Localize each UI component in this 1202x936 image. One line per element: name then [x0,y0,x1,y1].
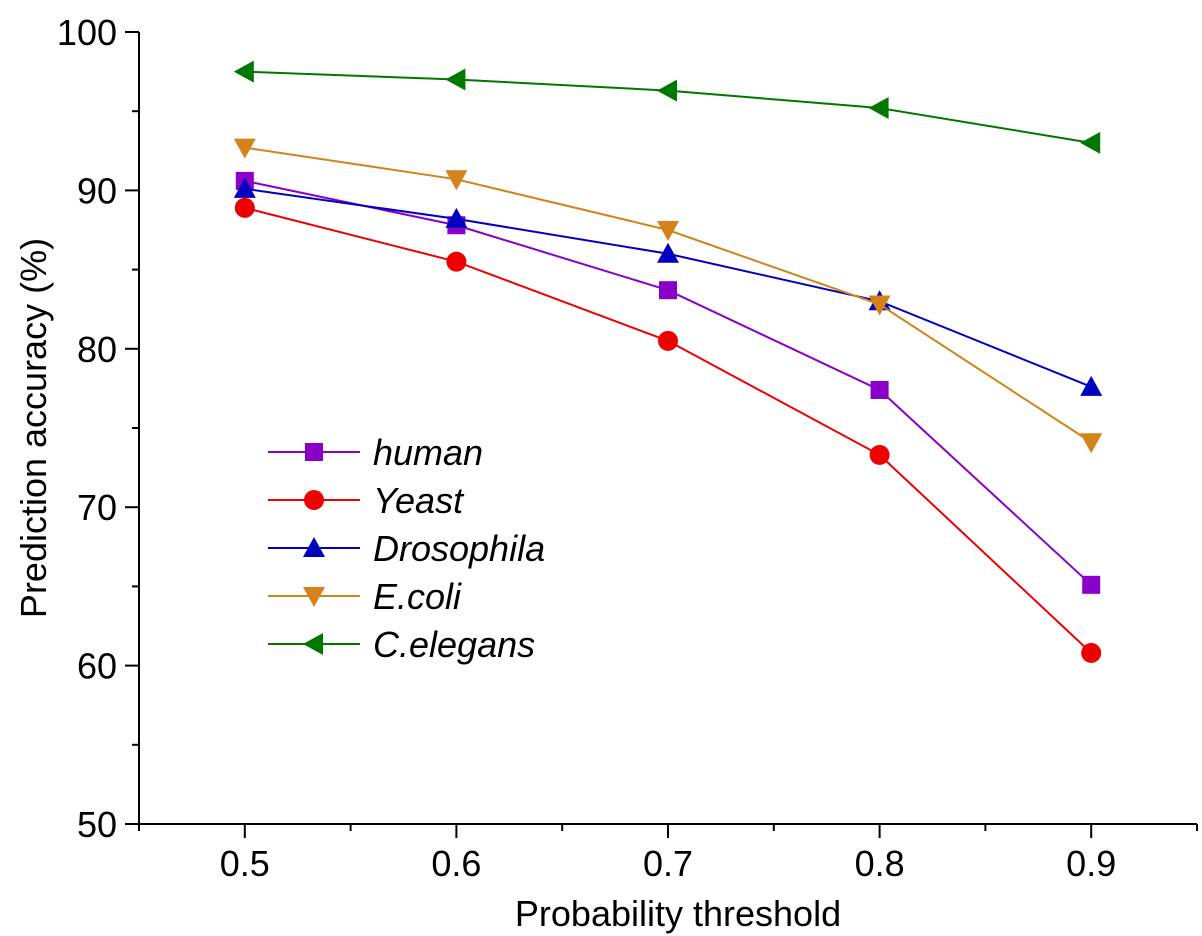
y-tick-label: 70 [77,487,117,528]
legend-label: E.coli [373,576,462,617]
legend-label: Drosophila [373,528,545,569]
legend-marker [303,587,325,607]
legend-label: Yeast [373,480,465,521]
data-point [445,207,468,228]
x-tick-label: 0.9 [1066,843,1116,884]
series-line [244,70,1092,144]
data-point [657,79,677,102]
x-tick-label: 0.5 [220,843,270,884]
x-axis-title: Probability threshold [515,893,841,934]
data-point [1081,642,1102,663]
legend-entry: C.elegans [268,624,535,665]
legend-label: C.elegans [373,624,535,665]
series-line [244,179,1092,586]
x-tick-label: 0.6 [431,843,481,884]
legend-marker [305,443,323,461]
legend-entry: Yeast [268,480,465,521]
data-point [233,177,256,198]
data-point [445,68,466,91]
data-point [1080,375,1103,396]
data-point [869,444,890,465]
data-point [234,197,255,218]
series-e-coli [233,138,1103,454]
data-point [1080,131,1101,154]
axes: 50 60 70 80 90 100 0.5 0.6 0.7 0.8 0.9 [57,12,1198,884]
data-point [659,281,677,300]
series-yeast [234,197,1102,663]
y-tick-label: 60 [77,646,117,687]
x-tick-label: 0.8 [855,843,905,884]
data-point [870,380,889,399]
legend-entry: human [268,432,483,473]
series-lines [233,60,1103,663]
legend-label: human [373,432,483,473]
data-point [1080,433,1103,454]
legend-entry: E.coli [268,576,462,617]
data-point [1082,575,1101,594]
data-point [658,330,678,351]
legend-marker [303,633,323,655]
y-tick-label: 100 [57,12,117,53]
data-point [233,60,254,83]
series-human [235,171,1101,594]
legend-entry: Drosophila [268,528,545,569]
series-line [244,206,1092,654]
y-tick-label: 80 [77,329,117,370]
data-point [868,97,889,120]
y-tick-label: 90 [77,170,117,211]
y-axis-title: Prediction accuracy (%) [13,238,54,618]
data-point [868,295,891,316]
x-tick-label: 0.7 [643,843,693,884]
data-point [446,251,467,272]
legend: human Yeast Drosophila E.coli C.elegans [268,432,545,665]
legend-marker [304,490,324,510]
data-point [233,138,256,159]
series-c-elegans [233,60,1101,154]
legend-marker [303,537,325,557]
data-point [657,242,679,263]
y-tick-label: 50 [77,804,117,845]
data-point [445,170,468,191]
data-point [657,221,679,241]
